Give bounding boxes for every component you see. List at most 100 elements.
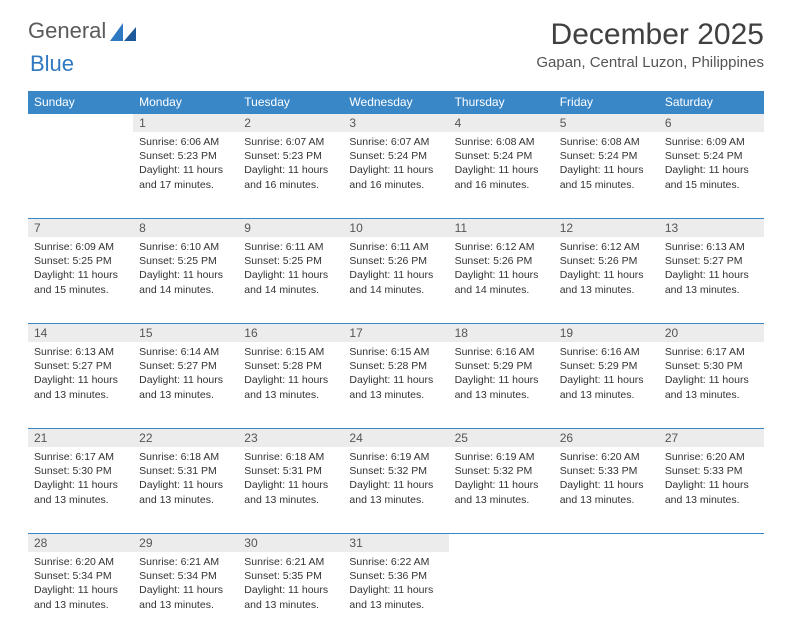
sunrise-text: Sunrise: 6:15 AM [244,345,337,359]
sunrise-text: Sunrise: 6:11 AM [349,240,442,254]
day-number-cell: 13 [659,218,764,237]
daylight-line1: Daylight: 11 hours [349,163,442,177]
daylight-line1: Daylight: 11 hours [139,583,232,597]
day-number-cell: 21 [28,428,133,447]
daylight-line2: and 13 minutes. [349,388,442,402]
sunset-text: Sunset: 5:33 PM [665,464,758,478]
day-number: 17 [343,323,448,342]
day-cell: Sunrise: 6:13 AMSunset: 5:27 PMDaylight:… [659,237,764,323]
day-cell: Sunrise: 6:18 AMSunset: 5:31 PMDaylight:… [133,447,238,533]
daylight-line2: and 17 minutes. [139,178,232,192]
daylight-line2: and 13 minutes. [139,598,232,612]
day-number: 1 [133,113,238,132]
day-number-cell [554,533,659,552]
day-cell: Sunrise: 6:13 AMSunset: 5:27 PMDaylight:… [28,342,133,428]
day-number-cell: 10 [343,218,448,237]
daylight-line2: and 14 minutes. [244,283,337,297]
sunset-text: Sunset: 5:30 PM [665,359,758,373]
daylight-line2: and 13 minutes. [665,283,758,297]
day-number: 19 [554,323,659,342]
sunrise-text: Sunrise: 6:13 AM [34,345,127,359]
sunrise-text: Sunrise: 6:09 AM [34,240,127,254]
day-cell: Sunrise: 6:20 AMSunset: 5:33 PMDaylight:… [554,447,659,533]
day-number: 31 [343,533,448,552]
day-number-cell: 8 [133,218,238,237]
day-number-cell: 30 [238,533,343,552]
sunset-text: Sunset: 5:23 PM [139,149,232,163]
day-number: 20 [659,323,764,342]
daylight-line1: Daylight: 11 hours [665,373,758,387]
day-cell-body: Sunrise: 6:22 AMSunset: 5:36 PMDaylight:… [343,552,448,618]
day-number-cell: 17 [343,323,448,342]
sunrise-text: Sunrise: 6:09 AM [665,135,758,149]
daylight-line1: Daylight: 11 hours [139,478,232,492]
sunrise-text: Sunrise: 6:20 AM [560,450,653,464]
day-cell-body: Sunrise: 6:20 AMSunset: 5:33 PMDaylight:… [554,447,659,513]
week-body-row: Sunrise: 6:13 AMSunset: 5:27 PMDaylight:… [28,342,764,428]
daylight-line1: Daylight: 11 hours [244,478,337,492]
day-cell [449,552,554,638]
day-number-cell: 27 [659,428,764,447]
week-daynum-row: 28293031 [28,533,764,552]
day-cell-body: Sunrise: 6:19 AMSunset: 5:32 PMDaylight:… [449,447,554,513]
day-cell: Sunrise: 6:21 AMSunset: 5:34 PMDaylight:… [133,552,238,638]
day-number: 29 [133,533,238,552]
day-number: 14 [28,323,133,342]
day-cell: Sunrise: 6:15 AMSunset: 5:28 PMDaylight:… [238,342,343,428]
daylight-line2: and 13 minutes. [455,493,548,507]
daylight-line1: Daylight: 11 hours [244,373,337,387]
sunrise-text: Sunrise: 6:20 AM [34,555,127,569]
day-cell-body: Sunrise: 6:20 AMSunset: 5:34 PMDaylight:… [28,552,133,618]
day-cell: Sunrise: 6:14 AMSunset: 5:27 PMDaylight:… [133,342,238,428]
weekday-header: Friday [554,91,659,113]
day-cell: Sunrise: 6:18 AMSunset: 5:31 PMDaylight:… [238,447,343,533]
day-cell: Sunrise: 6:22 AMSunset: 5:36 PMDaylight:… [343,552,448,638]
day-number-cell: 1 [133,113,238,132]
daylight-line1: Daylight: 11 hours [560,478,653,492]
daylight-line2: and 13 minutes. [34,493,127,507]
day-number-cell: 5 [554,113,659,132]
day-number: 24 [343,428,448,447]
week-daynum-row: 123456 [28,113,764,132]
sunrise-text: Sunrise: 6:12 AM [560,240,653,254]
day-cell-body: Sunrise: 6:21 AMSunset: 5:34 PMDaylight:… [133,552,238,618]
day-cell-body [554,552,659,561]
week-body-row: Sunrise: 6:06 AMSunset: 5:23 PM Daylight:… [28,132,764,218]
sunset-text: Sunset: 5:25 PM [34,254,127,268]
day-cell-body: Sunrise: 6:18 AMSunset: 5:31 PMDaylight:… [238,447,343,513]
daylight-line2: and 16 minutes. [349,178,442,192]
sunset-text: Sunset: 5:34 PM [34,569,127,583]
sunset-text: Sunset: 5:24 PM [349,149,442,163]
weekday-header: Saturday [659,91,764,113]
daylight-line1: Daylight: 11 hours [34,373,127,387]
day-number-cell: 31 [343,533,448,552]
sunset-text: Sunset: 5:24 PM [560,149,653,163]
daylight-line1: Daylight: 11 hours [349,268,442,282]
day-number: 22 [133,428,238,447]
sunset-text: Sunset: 5:27 PM [139,359,232,373]
day-number-cell: 16 [238,323,343,342]
sunrise-text: Sunrise: 6:11 AM [244,240,337,254]
daylight-line2: and 13 minutes. [665,388,758,402]
day-number: 26 [554,428,659,447]
daylight-line1: Daylight: 11 hours [139,268,232,282]
brand-word1: General [28,18,106,44]
weekday-header: Thursday [449,91,554,113]
sunrise-text: Sunrise: 6:08 AM [455,135,548,149]
daylight-line2: and 13 minutes. [244,388,337,402]
daylight-line1: Daylight: 11 hours [455,373,548,387]
day-cell-body: Sunrise: 6:18 AMSunset: 5:31 PMDaylight:… [133,447,238,513]
day-cell: Sunrise: 6:08 AMSunset: 5:24 PMDaylight:… [554,132,659,218]
day-number: 5 [554,113,659,132]
day-cell-body: Sunrise: 6:14 AMSunset: 5:27 PMDaylight:… [133,342,238,408]
sunrise-text: Sunrise: 6:21 AM [139,555,232,569]
day-number-cell: 12 [554,218,659,237]
day-cell-body: Sunrise: 6:09 AMSunset: 5:24 PMDaylight:… [659,132,764,198]
day-number: 23 [238,428,343,447]
sunset-text: Sunset: 5:32 PM [349,464,442,478]
day-cell: Sunrise: 6:07 AMSunset: 5:23 PMDaylight:… [238,132,343,218]
day-cell: Sunrise: 6:16 AMSunset: 5:29 PMDaylight:… [449,342,554,428]
day-number: 30 [238,533,343,552]
daylight-line1: Daylight: 11 hours [139,373,232,387]
sunrise-text: Sunrise: 6:06 AM [139,135,232,149]
